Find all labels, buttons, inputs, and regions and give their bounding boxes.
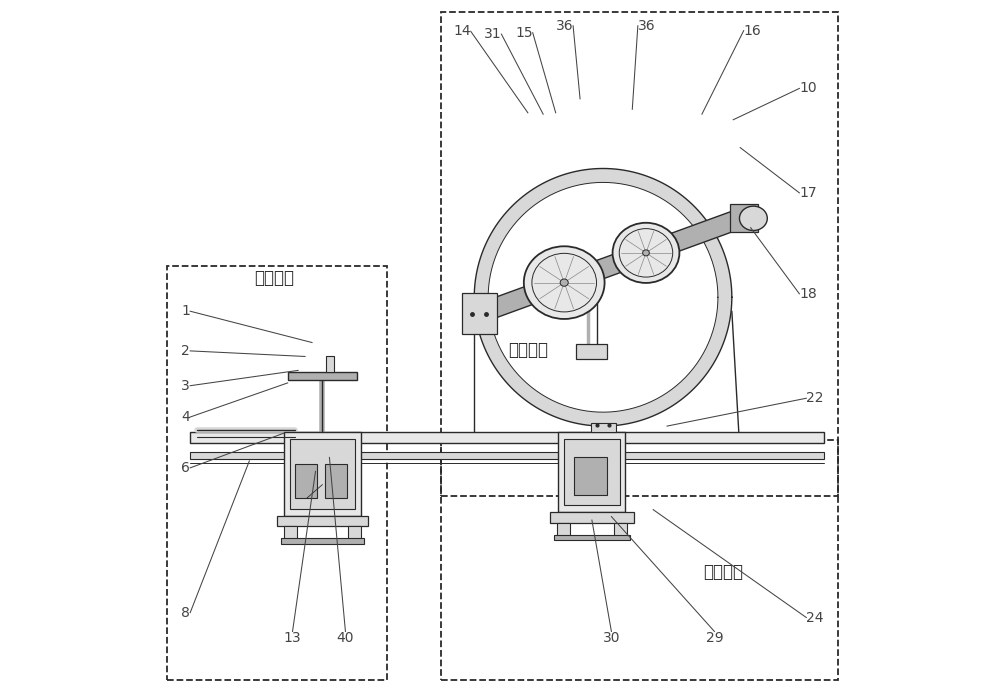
Text: 40: 40	[337, 631, 354, 645]
Text: 输入部分: 输入部分	[254, 269, 294, 287]
Text: 31: 31	[484, 27, 501, 41]
Bar	[558, 433, 625, 512]
Bar	[295, 463, 317, 498]
Text: 36: 36	[638, 19, 655, 33]
Text: 6: 6	[181, 461, 190, 475]
Bar	[348, 526, 361, 540]
Bar	[576, 344, 607, 359]
Bar	[441, 12, 838, 496]
Ellipse shape	[613, 223, 679, 283]
Bar	[550, 512, 634, 523]
Bar	[290, 439, 355, 509]
Bar	[441, 440, 838, 680]
Text: 展示部分: 展示部分	[508, 340, 548, 359]
Bar	[277, 516, 368, 526]
Ellipse shape	[560, 279, 568, 287]
Text: 3: 3	[181, 379, 190, 393]
Text: 2: 2	[181, 344, 190, 358]
Bar	[190, 433, 824, 443]
Text: 17: 17	[799, 186, 817, 200]
Text: 29: 29	[706, 631, 723, 645]
Ellipse shape	[739, 206, 767, 231]
Bar	[288, 372, 357, 380]
Bar	[614, 523, 627, 537]
Text: 13: 13	[284, 631, 301, 645]
Polygon shape	[476, 209, 744, 323]
Bar	[325, 463, 347, 498]
Bar	[167, 266, 387, 680]
Ellipse shape	[643, 250, 649, 256]
Text: 30: 30	[603, 631, 620, 645]
Bar	[557, 523, 570, 537]
Text: 24: 24	[806, 610, 824, 624]
Bar	[284, 526, 297, 540]
Text: 1: 1	[181, 304, 190, 318]
Bar	[574, 456, 607, 495]
Bar	[564, 439, 620, 505]
Bar	[462, 293, 497, 334]
Bar	[730, 204, 758, 232]
Text: 15: 15	[515, 26, 533, 40]
Text: 14: 14	[453, 24, 471, 38]
Bar	[281, 538, 364, 544]
Text: 36: 36	[555, 19, 573, 33]
Text: 4: 4	[181, 410, 190, 424]
Text: 16: 16	[744, 24, 761, 38]
Bar	[284, 433, 361, 516]
Bar	[190, 452, 824, 459]
Text: 传动部分: 传动部分	[703, 563, 743, 582]
Text: 22: 22	[806, 391, 824, 405]
Text: 10: 10	[799, 81, 817, 96]
Bar	[591, 424, 616, 432]
Ellipse shape	[524, 246, 605, 319]
Bar	[554, 535, 630, 540]
Text: 8: 8	[181, 605, 190, 620]
Text: 18: 18	[799, 287, 817, 301]
Bar	[326, 356, 334, 372]
Polygon shape	[474, 168, 732, 426]
